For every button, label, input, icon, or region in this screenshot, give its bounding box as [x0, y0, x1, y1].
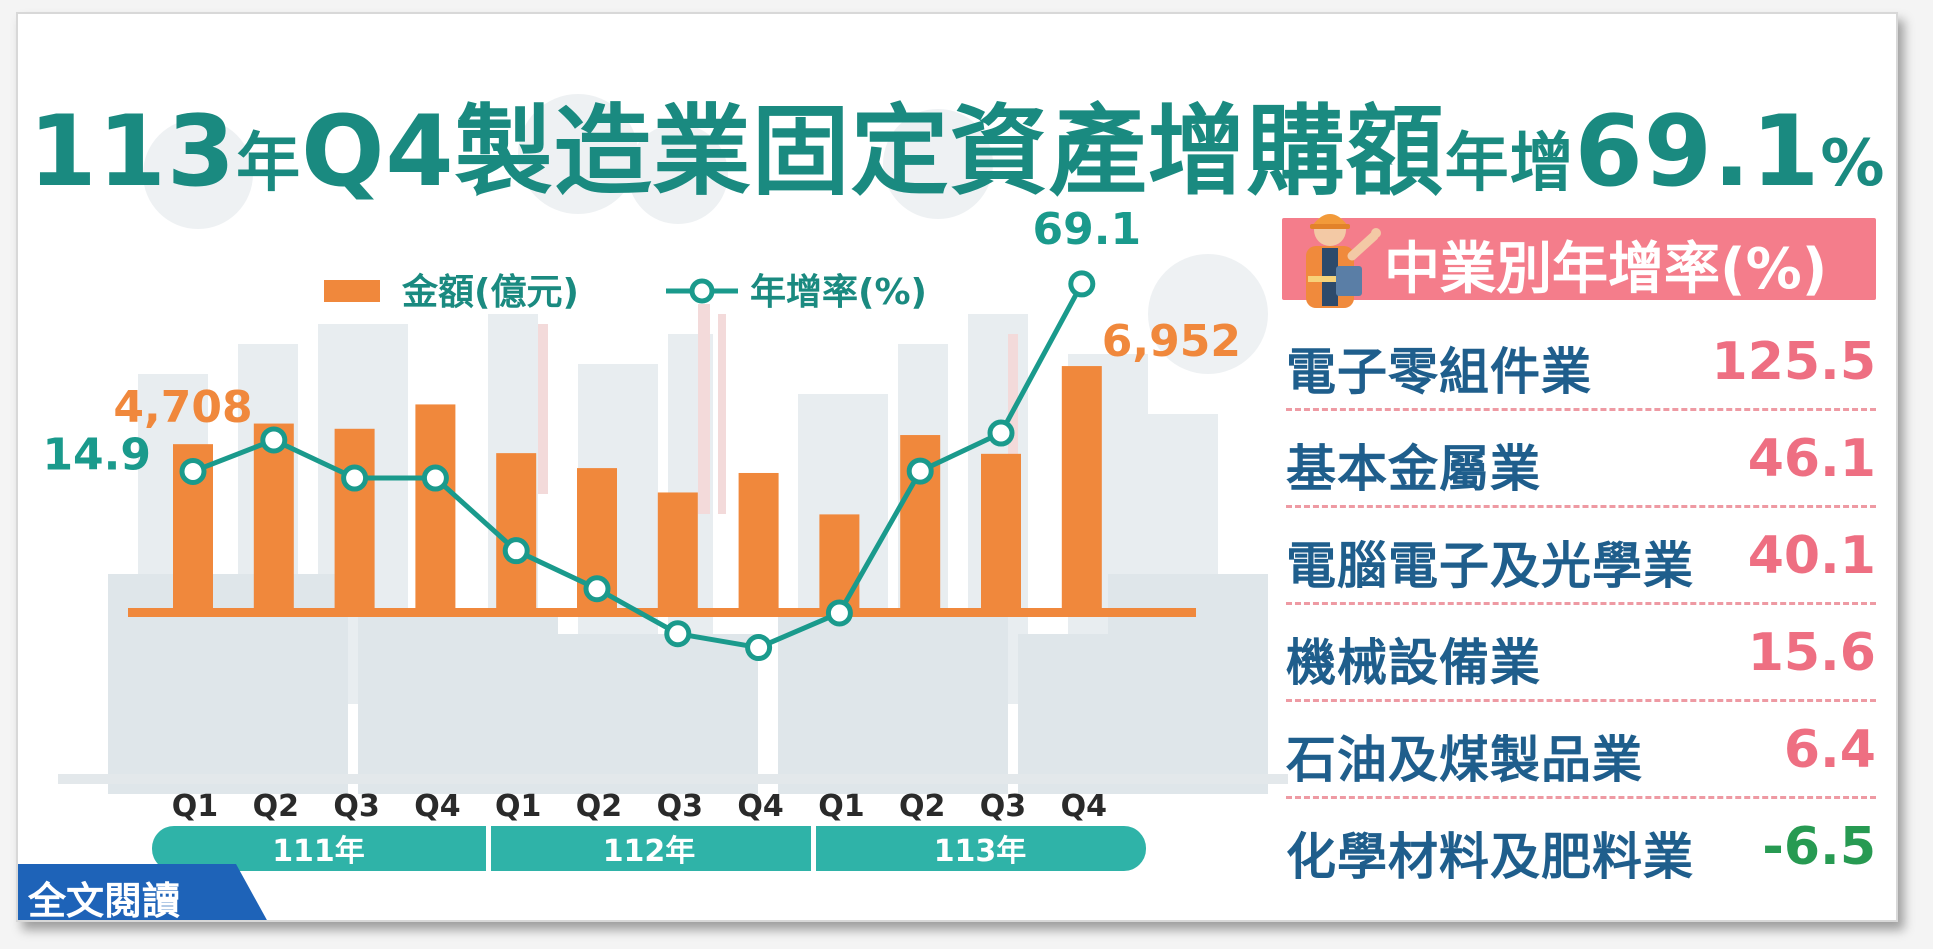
- title-year: 113: [28, 95, 237, 209]
- growth-point: [502, 537, 530, 565]
- growth-point: [421, 464, 449, 492]
- sector-name: 電子零組件業: [1286, 343, 1592, 401]
- title-growth-label: 年增: [1444, 127, 1575, 201]
- x-tick-label: Q3: [333, 789, 379, 824]
- infographic-card: 4,708 6,952 14.9 69.1 金額(億元) 年增率(%) Q1 Q2 Q3 Q4 Q1…: [16, 12, 1898, 922]
- year-group-label: 111年: [272, 834, 365, 869]
- read-full-text-label: 全文閱讀: [28, 879, 181, 922]
- x-tick-label: Q2: [899, 789, 945, 824]
- page-title: 113年Q4製造業固定資產增購額年增69.1%: [18, 72, 1896, 214]
- sector-growth-value: 15.6: [1747, 623, 1876, 683]
- sector-name: 石油及煤製品業: [1286, 731, 1643, 789]
- growth-point: [583, 575, 611, 603]
- x-tick-label: Q2: [576, 789, 622, 824]
- x-tick-label: Q2: [253, 789, 299, 824]
- x-tick-label: Q1: [818, 789, 864, 824]
- sector-panel-title: 中業別年增率(%): [1384, 237, 1828, 302]
- x-tick-label: Q3: [657, 789, 703, 824]
- growth-point: [179, 457, 207, 485]
- sector-name: 機械設備業: [1286, 634, 1541, 692]
- growth-point: [745, 634, 773, 662]
- data-label: 69.1: [1033, 204, 1142, 255]
- bar: [415, 404, 456, 608]
- growth-point: [1068, 270, 1096, 298]
- sector-row: 石油及煤製品業 6.4: [1286, 702, 1876, 799]
- read-full-text-button[interactable]: 全文閱讀: [18, 864, 268, 922]
- sector-name: 電腦電子及光學業: [1286, 537, 1694, 595]
- bar: [334, 428, 375, 608]
- year-group-label: 112年: [603, 834, 696, 869]
- sector-growth-value: 40.1: [1747, 526, 1876, 586]
- growth-point: [341, 464, 369, 492]
- bar: [496, 453, 537, 608]
- year-group-divider: [486, 826, 491, 871]
- chart: 4,708 6,952 14.9 69.1 金額(億元) 年增率(%) Q1 Q2 Q3 Q4 Q1…: [42, 94, 1288, 871]
- data-label: 4,708: [113, 382, 252, 433]
- sector-row: 機械設備業 15.6: [1286, 605, 1876, 702]
- x-tick-label: Q4: [737, 789, 783, 824]
- sector-growth-value: 125.5: [1711, 332, 1876, 392]
- sector-name: 化學材料及肥料業: [1286, 828, 1694, 886]
- sector-name: 基本金屬業: [1286, 440, 1541, 498]
- x-tick-label: Q3: [980, 789, 1026, 824]
- x-tick-label: Q4: [414, 789, 460, 824]
- growth-point: [260, 426, 288, 454]
- bar: [253, 423, 294, 608]
- x-tick-label: Q4: [1061, 789, 1107, 824]
- growth-point: [825, 599, 853, 627]
- worker-icon: [1306, 214, 1381, 308]
- bar: [738, 472, 779, 608]
- bar-baseline: [128, 608, 1196, 617]
- chart-plot: 4,708 6,952 14.9 69.1 金額(億元) 年增率(%) Q1 Q2 Q3 Q4 Q1…: [42, 204, 1241, 871]
- legend-bar-label: 金額(億元): [401, 271, 579, 313]
- sector-row: 基本金屬業 46.1: [1286, 411, 1876, 508]
- sector-panel-header: 中業別年增率(%): [1282, 218, 1876, 302]
- bar: [981, 453, 1021, 608]
- sector-row: 化學材料及肥料業 -6.5: [1286, 799, 1876, 893]
- sector-row: 電子零組件業 125.5: [1286, 314, 1876, 411]
- title-growth-value: 69.1: [1574, 95, 1821, 209]
- title-year-suffix: 年: [236, 127, 302, 201]
- bar: [657, 492, 698, 608]
- growth-point: [664, 620, 692, 648]
- year-groups-bar: [152, 826, 1146, 871]
- legend-line-marker: [689, 278, 715, 304]
- read-button-shape: [18, 864, 267, 920]
- data-label: 14.9: [42, 429, 151, 480]
- growth-line: [192, 282, 1084, 651]
- bar: [819, 514, 860, 608]
- sector-growth-value: -6.5: [1762, 817, 1876, 877]
- sector-list: 電子零組件業 125.5 基本金屬業 46.1 電腦電子及光學業 40.1 機械設備業 15.…: [1286, 314, 1876, 893]
- x-tick-label: Q1: [172, 789, 218, 824]
- legend-bar-swatch: [324, 280, 380, 302]
- year-groups: 111年 112年 113年: [152, 826, 1146, 871]
- bar: [1061, 366, 1102, 608]
- title-main: Q4製造業固定資產增購額: [301, 95, 1445, 209]
- title-percent: %: [1820, 127, 1886, 201]
- year-group-label: 113年: [934, 834, 1027, 869]
- sector-growth-value: 6.4: [1783, 720, 1876, 780]
- data-label: 6,952: [1102, 316, 1241, 367]
- legend-line-label: 年增率(%): [750, 272, 927, 313]
- year-group-divider: [811, 826, 816, 871]
- sector-row: 電腦電子及光學業 40.1: [1286, 508, 1876, 605]
- growth-point: [906, 457, 934, 485]
- growth-point: [987, 419, 1015, 447]
- x-tick-label: Q1: [495, 789, 541, 824]
- sector-growth-value: 46.1: [1747, 429, 1876, 489]
